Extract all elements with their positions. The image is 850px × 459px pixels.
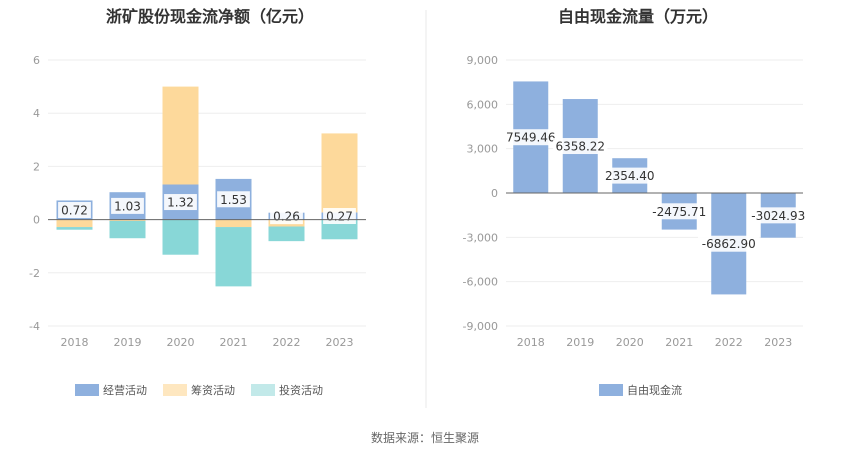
right-data-label-bg xyxy=(697,235,760,252)
left-chart-bars xyxy=(56,86,358,287)
left-bar-2020-series-1 xyxy=(162,86,199,185)
left-x-tick-label: 2021 xyxy=(220,336,248,349)
data-source-note: 数据来源：恒生聚源 xyxy=(371,430,479,445)
left-x-tick-label: 2018 xyxy=(61,336,89,349)
right-data-label-bg xyxy=(553,138,608,155)
left-bar-2019-series-2 xyxy=(109,220,146,239)
left-legend-swatch xyxy=(75,384,99,396)
left-data-label-bg xyxy=(164,194,197,211)
right-y-tick-label: 3,000 xyxy=(467,143,499,156)
right-chart-x-axis: 2018 2019 2020 2021 2022 2023 xyxy=(506,192,803,349)
right-y-tick-label: -6,000 xyxy=(463,276,498,289)
right-legend-swatch xyxy=(599,384,623,396)
right-data-label-bg xyxy=(503,129,558,146)
right-x-tick-label: 2018 xyxy=(517,336,545,349)
right-data-label: -6862.90 xyxy=(702,237,756,251)
left-bar-2018-series-2 xyxy=(56,227,93,230)
left-data-label-bg xyxy=(58,202,91,219)
left-x-tick-label: 2019 xyxy=(114,336,142,349)
left-legend-item-1[interactable]: 筹资活动 xyxy=(163,383,235,397)
right-chart-bars xyxy=(513,81,796,295)
right-x-tick-label: 2022 xyxy=(715,336,743,349)
left-data-label-bg xyxy=(217,191,250,208)
right-chart-legend[interactable]: 自由现金流 xyxy=(599,383,682,397)
right-data-label: 6358.22 xyxy=(555,140,605,154)
left-data-label: 1.32 xyxy=(167,196,194,210)
right-data-label-bg xyxy=(747,207,810,224)
right-x-tick-label: 2023 xyxy=(764,336,792,349)
left-y-tick-label: 0 xyxy=(33,214,40,227)
left-legend-label: 投资活动 xyxy=(279,383,323,397)
left-y-tick-label: -2 xyxy=(29,267,40,280)
left-legend-item-0[interactable]: 经营活动 xyxy=(75,383,147,397)
right-data-label: -3024.93 xyxy=(751,209,805,223)
right-x-tick-label: 2019 xyxy=(566,336,594,349)
left-bar-2023-series-1 xyxy=(321,133,358,213)
left-bar-2021-series-2 xyxy=(215,227,252,287)
left-legend-item-2[interactable]: 投资活动 xyxy=(251,383,323,397)
left-y-tick-label: 4 xyxy=(33,107,40,120)
left-y-tick-label: -4 xyxy=(29,320,40,333)
right-data-label: -2475.71 xyxy=(652,205,706,219)
right-chart-title: 自由现金流量（万元） xyxy=(558,7,718,26)
left-x-tick-label: 2020 xyxy=(167,336,195,349)
left-chart-x-axis: 2018 2019 2020 2021 2022 2023 xyxy=(48,219,366,349)
left-bar-2019-series-1 xyxy=(109,219,146,221)
right-data-label: 7549.46 xyxy=(506,131,556,145)
left-legend-label: 经营活动 xyxy=(103,383,147,397)
right-y-tick-label: 0 xyxy=(491,187,498,200)
left-bar-2023-series-2 xyxy=(321,219,358,240)
right-y-tick-label: 6,000 xyxy=(467,98,499,111)
right-data-label: 2354.40 xyxy=(605,169,655,183)
left-bar-2020-series-2 xyxy=(162,219,199,255)
left-x-tick-label: 2022 xyxy=(273,336,301,349)
right-data-label-bg xyxy=(602,167,657,184)
left-data-label: 0.26 xyxy=(273,210,300,224)
left-data-label: 1.03 xyxy=(114,199,141,213)
left-y-tick-label: 6 xyxy=(33,54,40,67)
left-data-label-bg xyxy=(111,197,144,214)
right-y-tick-label: 9,000 xyxy=(467,54,499,67)
left-data-label: 1.53 xyxy=(220,193,247,207)
left-x-tick-label: 2023 xyxy=(326,336,354,349)
left-chart-title: 浙矿股份现金流净额（亿元） xyxy=(106,7,314,26)
right-x-tick-label: 2021 xyxy=(665,336,693,349)
left-legend-label: 筹资活动 xyxy=(191,383,235,397)
right-legend-item-0[interactable]: 自由现金流 xyxy=(599,383,682,397)
right-legend-label: 自由现金流 xyxy=(627,383,682,397)
left-y-tick-label: 2 xyxy=(33,160,40,173)
right-data-label-bg xyxy=(648,203,711,220)
left-bar-2021-series-1 xyxy=(215,219,252,228)
right-chart-grid: -9,000 -6,000 -3,000 0 3,000 6,000 9,000 xyxy=(463,54,803,333)
left-bar-2022-series-2 xyxy=(268,226,305,242)
left-legend-swatch xyxy=(163,384,187,396)
left-data-label: 0.27 xyxy=(326,210,353,224)
right-x-tick-label: 2020 xyxy=(616,336,644,349)
right-y-tick-label: -3,000 xyxy=(463,231,498,244)
left-bar-2018-series-1 xyxy=(56,219,93,228)
left-data-label: 0.72 xyxy=(61,204,88,218)
right-y-tick-label: -9,000 xyxy=(463,320,498,333)
left-data-label-bg xyxy=(270,208,303,225)
left-chart-legend[interactable]: 经营活动 筹资活动 投资活动 xyxy=(75,383,323,397)
left-legend-swatch xyxy=(251,384,275,396)
